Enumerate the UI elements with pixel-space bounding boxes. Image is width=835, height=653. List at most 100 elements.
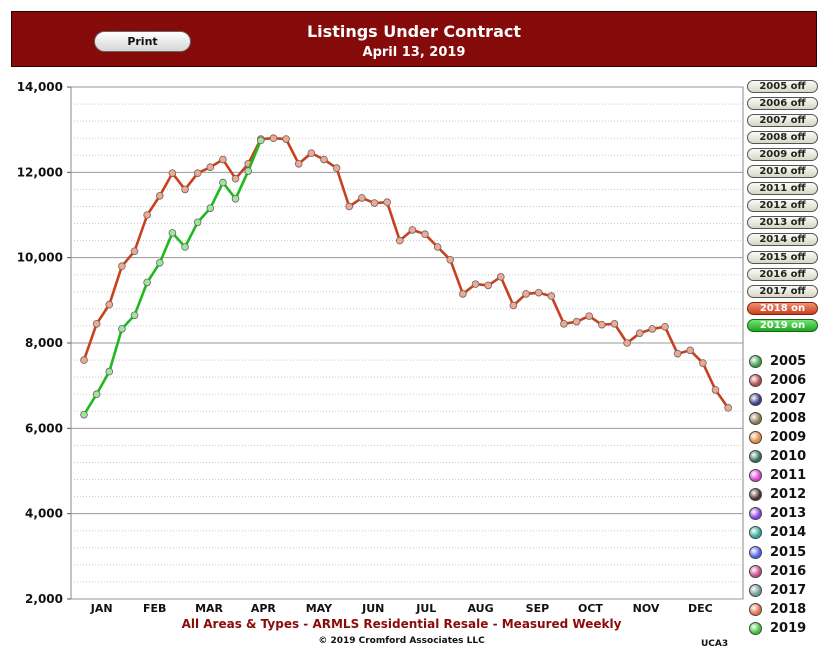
chart-title: Listings Under Contract [306,22,521,41]
data-point[interactable] [80,356,88,364]
legend-marker [749,431,762,445]
data-point[interactable] [724,404,732,412]
data-point[interactable] [206,163,215,172]
data-point[interactable] [648,325,657,333]
legend-marker [749,583,762,597]
legend-marker [749,621,762,635]
y-tick-label: 2,000 [25,592,63,606]
year-toggle-2011[interactable]: 2011 off [747,182,818,196]
year-toggle-2017[interactable]: 2017 off [747,284,818,298]
data-point[interactable] [598,320,606,329]
data-point[interactable] [534,288,543,297]
data-point[interactable] [155,258,164,267]
data-point[interactable] [635,329,644,337]
data-point[interactable] [219,155,227,164]
legend-label: 2014 [770,525,807,541]
data-point[interactable] [130,247,139,256]
data-point[interactable] [168,169,177,177]
data-point[interactable] [244,167,252,175]
data-point[interactable] [181,185,189,194]
data-point[interactable] [661,322,669,331]
data-point[interactable] [560,319,568,328]
year-toggle-2012[interactable]: 2012 off [747,199,818,213]
year-toggle-2006[interactable]: 2006 off [747,97,818,111]
data-point[interactable] [269,134,278,143]
legend-marker [749,488,762,502]
year-toggle-2010[interactable]: 2010 off [747,165,818,179]
year-toggle-2009[interactable]: 2009 off [747,148,818,162]
data-point[interactable] [105,300,114,309]
data-point[interactable] [459,290,467,298]
data-point[interactable] [118,262,126,271]
data-point[interactable] [143,211,151,219]
data-point[interactable] [383,198,391,207]
data-point[interactable] [332,164,341,172]
data-point[interactable] [294,160,303,168]
y-tick-label: 8,000 [25,336,63,350]
data-point[interactable] [143,278,151,287]
data-point[interactable] [496,273,505,281]
legend-marker [749,507,762,521]
data-point[interactable] [92,390,101,399]
data-point[interactable] [370,199,379,207]
year-toggle-2007[interactable]: 2007 off [747,114,818,128]
data-point[interactable] [181,243,189,251]
data-point[interactable] [231,174,240,183]
chart-date: April 13, 2019 [362,45,466,60]
data-point[interactable] [193,169,202,177]
data-point[interactable] [522,290,530,298]
data-point[interactable] [572,317,581,326]
data-point[interactable] [673,349,682,358]
year-toggle-2005[interactable]: 2005 off [747,80,818,93]
data-point[interactable] [686,346,695,355]
data-point[interactable] [585,312,593,320]
data-point[interactable] [446,255,455,264]
data-point[interactable] [282,135,290,143]
legend-label: 2012 [770,487,807,503]
print-button[interactable]: Print [94,31,191,52]
data-point[interactable] [80,410,88,419]
legend-marker [749,564,762,578]
data-point[interactable] [509,301,518,310]
year-toggle-2018[interactable]: 2018 on [747,301,818,315]
data-point[interactable] [623,339,631,347]
data-point[interactable] [193,218,202,227]
data-point[interactable] [118,325,126,333]
data-point[interactable] [610,319,619,328]
data-point[interactable] [320,155,328,164]
year-toggle-2014[interactable]: 2014 off [747,233,818,247]
data-point[interactable] [168,229,177,237]
data-point[interactable] [345,202,354,211]
y-tick-label: 10,000 [17,251,63,265]
data-point[interactable] [92,319,101,328]
data-point[interactable] [433,243,442,251]
year-toggle-2008[interactable]: 2008 off [747,131,818,145]
data-point[interactable] [484,281,492,290]
chart-code: UCA3 [701,639,729,649]
data-point[interactable] [711,386,720,394]
data-point[interactable] [408,226,417,234]
data-point[interactable] [105,367,114,376]
data-point[interactable] [130,311,139,320]
data-point[interactable] [358,194,366,202]
year-toggle-2016[interactable]: 2016 off [747,267,818,281]
x-tick-label: JAN [90,602,113,615]
legend-label: 2005 [770,354,807,369]
data-point[interactable] [471,280,480,288]
x-tick-label: SEP [526,602,550,615]
data-point[interactable] [231,194,240,203]
data-point[interactable] [421,230,429,239]
data-point[interactable] [307,149,316,157]
year-toggle-2015[interactable]: 2015 off [747,250,818,264]
year-toggle-2019[interactable]: 2019 on [747,318,818,332]
data-point[interactable] [547,292,556,300]
x-tick-label: OCT [578,602,603,615]
year-toggle-2013[interactable]: 2013 off [747,216,818,230]
data-point[interactable] [219,178,227,187]
data-point[interactable] [155,192,164,200]
data-point[interactable] [395,236,404,245]
legend-label: 2006 [770,373,807,389]
data-point[interactable] [257,136,265,145]
data-point[interactable] [206,204,215,212]
data-point[interactable] [699,359,707,367]
